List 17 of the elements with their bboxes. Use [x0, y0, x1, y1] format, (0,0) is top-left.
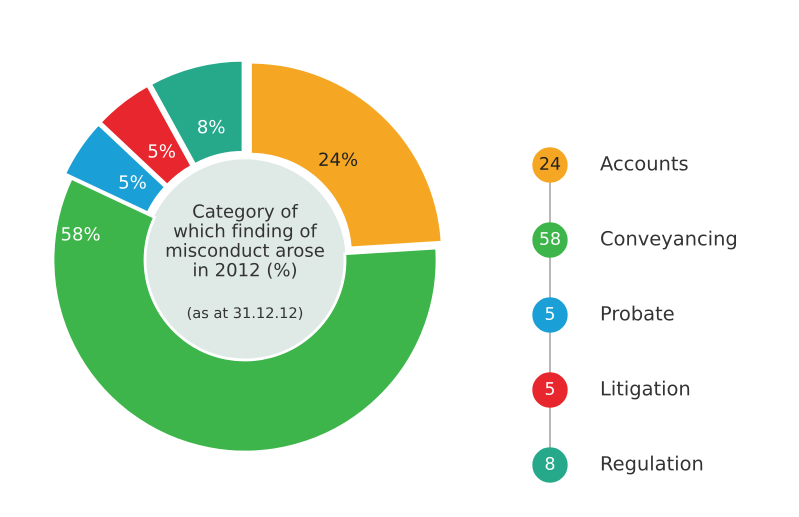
legend-label: Litigation [602, 380, 690, 400]
text: Category of which finding of misconduct arose in 2012 (%) [166, 204, 324, 279]
data-label: 58% [62, 227, 100, 241]
legend-label: Conveyancing [601, 230, 736, 250]
legend-label: Regulation [602, 456, 702, 474]
text: 24 [540, 156, 560, 170]
data-label: 24% [319, 152, 358, 166]
data-label: 5% [148, 144, 175, 158]
data-label: 8% [198, 120, 225, 134]
text: 8 [546, 456, 554, 470]
data-label: 5% [120, 175, 146, 189]
text: 58 [540, 232, 560, 246]
text: (as at 31.12.12) [188, 306, 302, 320]
legend-label: Probate [602, 306, 674, 321]
text: 5 [546, 382, 554, 396]
legend-label: Accounts [600, 156, 688, 171]
text: 5 [546, 307, 554, 320]
